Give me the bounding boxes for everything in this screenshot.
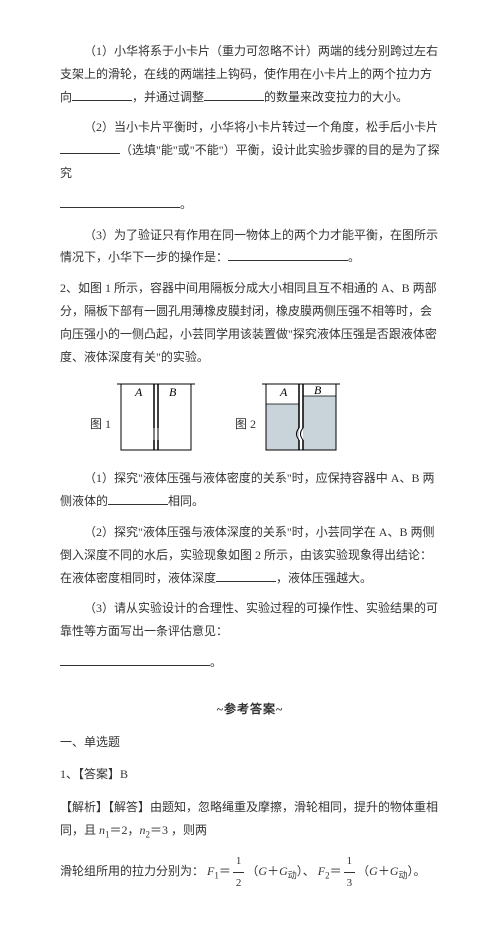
- figure-1: A B: [117, 380, 195, 455]
- svg-text:B: B: [314, 383, 322, 397]
- q1-p3-text-b: 。: [348, 250, 360, 264]
- Gw1-sub: 动: [288, 871, 297, 881]
- q2-p3-text: （3）请从实验设计的合理性、实验过程的可操作性、实验结果的可靠性等方面写出一条评…: [60, 601, 438, 638]
- analysis-line1: 【解析】【解答】由题知，忽略绳重及摩擦，滑轮相同，提升的物体重相同，且 n1＝2…: [60, 796, 440, 843]
- q1-p1-text-c: 的数量来改变拉力的大小。: [264, 90, 408, 104]
- q1-para3: （3）为了验证只有作用在同一物体上的两个力才能平衡，在图所示情况下，小华下一步的…: [60, 224, 440, 270]
- blank-same: [108, 492, 168, 505]
- blank-eval: [60, 665, 210, 666]
- q1-p2-text-a: （2）当小卡片平衡时，小华将小卡片转过一个角度，松手后小卡片: [84, 120, 438, 134]
- eq2: ＝2，: [110, 823, 140, 837]
- q1-p2-text-c: 。: [180, 197, 192, 211]
- answers-divider: ~参考答案~: [60, 698, 440, 721]
- frac1: 12: [233, 851, 245, 894]
- frac1-den: 2: [233, 873, 245, 894]
- F2-sub: 2: [325, 871, 330, 881]
- Gw2-sub: 动: [399, 871, 408, 881]
- svg-text:B: B: [169, 385, 177, 399]
- eq3: ＝3 ，则两: [150, 823, 207, 837]
- F2: F: [318, 865, 325, 879]
- G1: G: [258, 865, 267, 879]
- frac1-num: 1: [233, 851, 245, 873]
- F1: F: [207, 865, 214, 879]
- q1-para1: （1）小华将系于小卡片（重力可忽略不计）两端的线分别跨过左右支架上的滑轮，在线的…: [60, 40, 440, 108]
- section-title: 一、单选题: [60, 731, 440, 754]
- svg-text:A: A: [134, 385, 143, 399]
- blank-explore: [60, 207, 180, 208]
- figures-row: 图 1 A B 图 2: [90, 380, 440, 455]
- q2-para2: （2）探究"液体压强与液体深度的关系"时，小芸同学在 A、B 两侧倒入深度不同的…: [60, 521, 440, 589]
- blank-count: [204, 88, 264, 101]
- fig1-label: 图 1: [90, 413, 111, 436]
- analysis-line2: 滑轮组所用的拉力分别为： F1＝12（G＋G动）、 F2＝13（G＋G动）。: [60, 851, 440, 894]
- blank-op: [228, 260, 348, 261]
- fig1-group: 图 1 A B: [90, 380, 195, 455]
- fig2-group: 图 2 A B: [235, 380, 340, 455]
- frac2-num: 1: [344, 851, 356, 873]
- Gw2: G: [390, 865, 399, 879]
- q1-p1-text-b: ，并通过调整: [132, 90, 204, 104]
- answer-1-title: 1、【答案】B: [60, 763, 440, 786]
- line2-text: 滑轮组所用的拉力分别为：: [60, 865, 204, 879]
- frac2: 13: [344, 851, 356, 894]
- q1-p3-text-a: （3）为了验证只有作用在同一物体上的两个力才能平衡，在图所示情况下，小华下一步的…: [60, 228, 438, 265]
- Gw1: G: [279, 865, 288, 879]
- fig2-label: 图 2: [235, 413, 256, 436]
- analysis-label: 【解析】【解答】: [60, 800, 150, 814]
- q1-para2: （2）当小卡片平衡时，小华将小卡片转过一个角度，松手后小卡片（选填"能"或"不能…: [60, 116, 440, 184]
- svg-text:A: A: [279, 385, 288, 399]
- F1-sub: 1: [214, 871, 219, 881]
- q1-para2-cont: 。: [60, 193, 440, 216]
- period: 。: [414, 865, 426, 879]
- blank-direction: [72, 88, 132, 101]
- q2-intro: 2、如图 1 所示，容器中间用隔板分成大小相同且互不相通的 A、B 两部分，隔板…: [60, 277, 440, 368]
- frac2-den: 3: [344, 873, 356, 894]
- G2: G: [369, 865, 378, 879]
- blank-can: [60, 141, 120, 154]
- q2-p2-text-b: ，液体压强越大。: [276, 571, 372, 585]
- figure-2: A B: [262, 380, 340, 455]
- q2-p3b-text: 。: [210, 655, 222, 669]
- q2-para3: （3）请从实验设计的合理性、实验过程的可操作性、实验结果的可靠性等方面写出一条评…: [60, 597, 440, 643]
- q2-p1-text-b: 相同。: [168, 494, 204, 508]
- q2-para3b: 。: [60, 651, 440, 674]
- q2-para1: （1）探究"液体压强与液体密度的关系"时，应保持容器中 A、B 两侧液体的相同。: [60, 467, 440, 513]
- blank-depth: [216, 569, 276, 582]
